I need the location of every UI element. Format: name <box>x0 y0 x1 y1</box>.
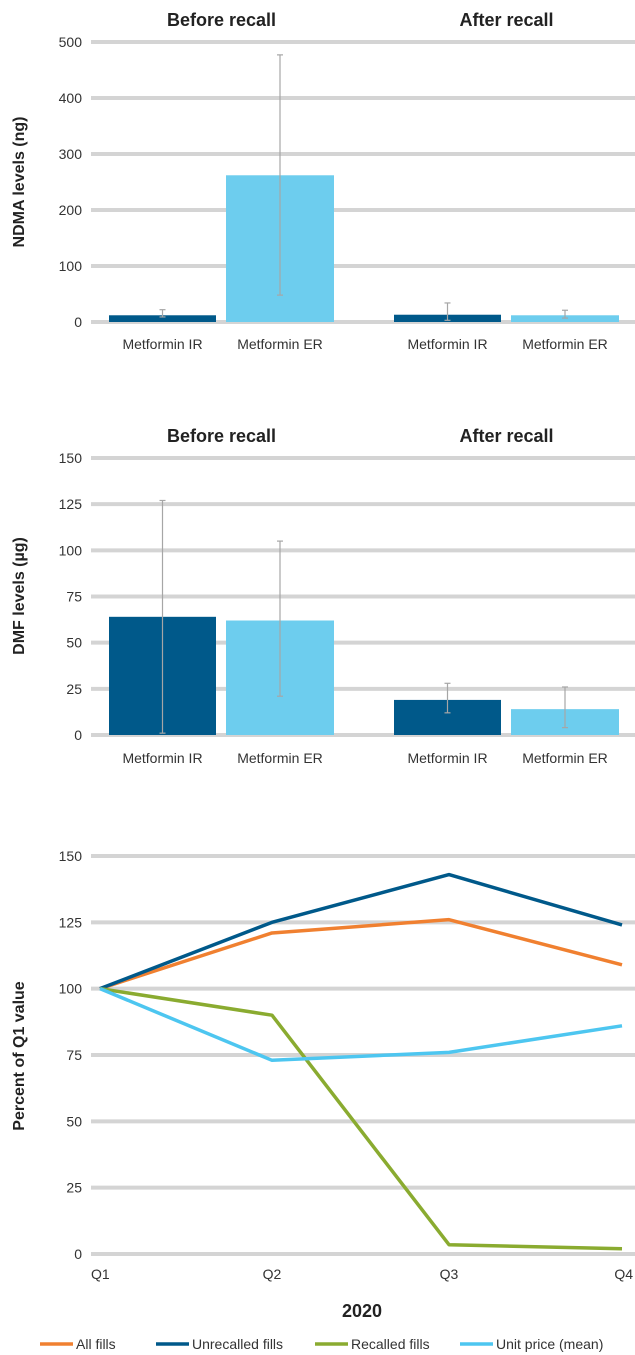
x-axis-label: 2020 <box>342 1301 382 1321</box>
y-tick-label: 200 <box>59 202 83 218</box>
x-tick-label: Metformin ER <box>522 750 608 766</box>
legend-label: All fills <box>76 1336 116 1352</box>
x-tick-label: Metformin ER <box>237 750 323 766</box>
legend-label: Unrecalled fills <box>192 1336 283 1352</box>
y-axis-label: DMF levels (µg) <box>11 537 28 655</box>
x-tick-label: Q1 <box>91 1266 110 1282</box>
y-tick-label: 100 <box>59 981 83 997</box>
x-tick-label: Q3 <box>440 1266 459 1282</box>
bar <box>109 315 216 322</box>
line-chart: 0 25 50 75 100 125 150 Q1 Q2 Q3 Q4 2020 Percent of Q… <box>11 848 635 1352</box>
y-tick-label: 0 <box>74 314 82 330</box>
legend: All fills Unrecalled fills Recalled fills U… <box>40 1336 603 1352</box>
y-tick-label: 100 <box>59 258 83 274</box>
x-tick-label: Metformin IR <box>122 336 202 352</box>
bar-chart-1: 0 100 200 300 400 500 NDMA levels (ng) Before r… <box>11 10 635 352</box>
y-axis-label: Percent of Q1 value <box>11 981 28 1130</box>
y-tick-label: 100 <box>59 542 83 558</box>
y-tick-label: 400 <box>59 90 83 106</box>
x-tick-label: Metformin IR <box>407 750 487 766</box>
legend-label: Recalled fills <box>351 1336 430 1352</box>
y-tick-label: 125 <box>59 914 83 930</box>
y-axis-label: NDMA levels (ng) <box>11 117 28 248</box>
bar-chart-2: 0 25 50 75 100 125 150 DMF levels (µg) Before re… <box>11 426 635 766</box>
series-line <box>99 872 623 991</box>
y-tick-label: 75 <box>66 589 82 605</box>
y-tick-label: 150 <box>59 450 83 466</box>
group-title: Before recall <box>167 426 276 446</box>
x-tick-label: Metformin IR <box>122 750 202 766</box>
y-tick-label: 75 <box>66 1047 82 1063</box>
x-tick-label: Metformin ER <box>522 336 608 352</box>
group-title: After recall <box>459 426 553 446</box>
series-line <box>99 987 623 1063</box>
x-tick-label: Q4 <box>614 1266 633 1282</box>
x-tick-label: Metformin IR <box>407 336 487 352</box>
group-title: After recall <box>459 10 553 30</box>
series-line <box>99 917 623 991</box>
y-tick-label: 0 <box>74 1246 82 1262</box>
y-tick-label: 125 <box>59 496 83 512</box>
x-tick-label: Q2 <box>263 1266 282 1282</box>
legend-label: Unit price (mean) <box>496 1336 603 1352</box>
group-title: Before recall <box>167 10 276 30</box>
y-tick-label: 25 <box>66 681 82 697</box>
y-tick-label: 50 <box>66 635 82 651</box>
y-tick-label: 50 <box>66 1113 82 1129</box>
y-tick-label: 25 <box>66 1180 82 1196</box>
x-tick-label: Metformin ER <box>237 336 323 352</box>
y-tick-label: 300 <box>59 146 83 162</box>
y-tick-label: 150 <box>59 848 83 864</box>
series-line <box>99 986 623 1251</box>
y-tick-label: 0 <box>74 727 82 743</box>
y-tick-label: 500 <box>59 34 83 50</box>
